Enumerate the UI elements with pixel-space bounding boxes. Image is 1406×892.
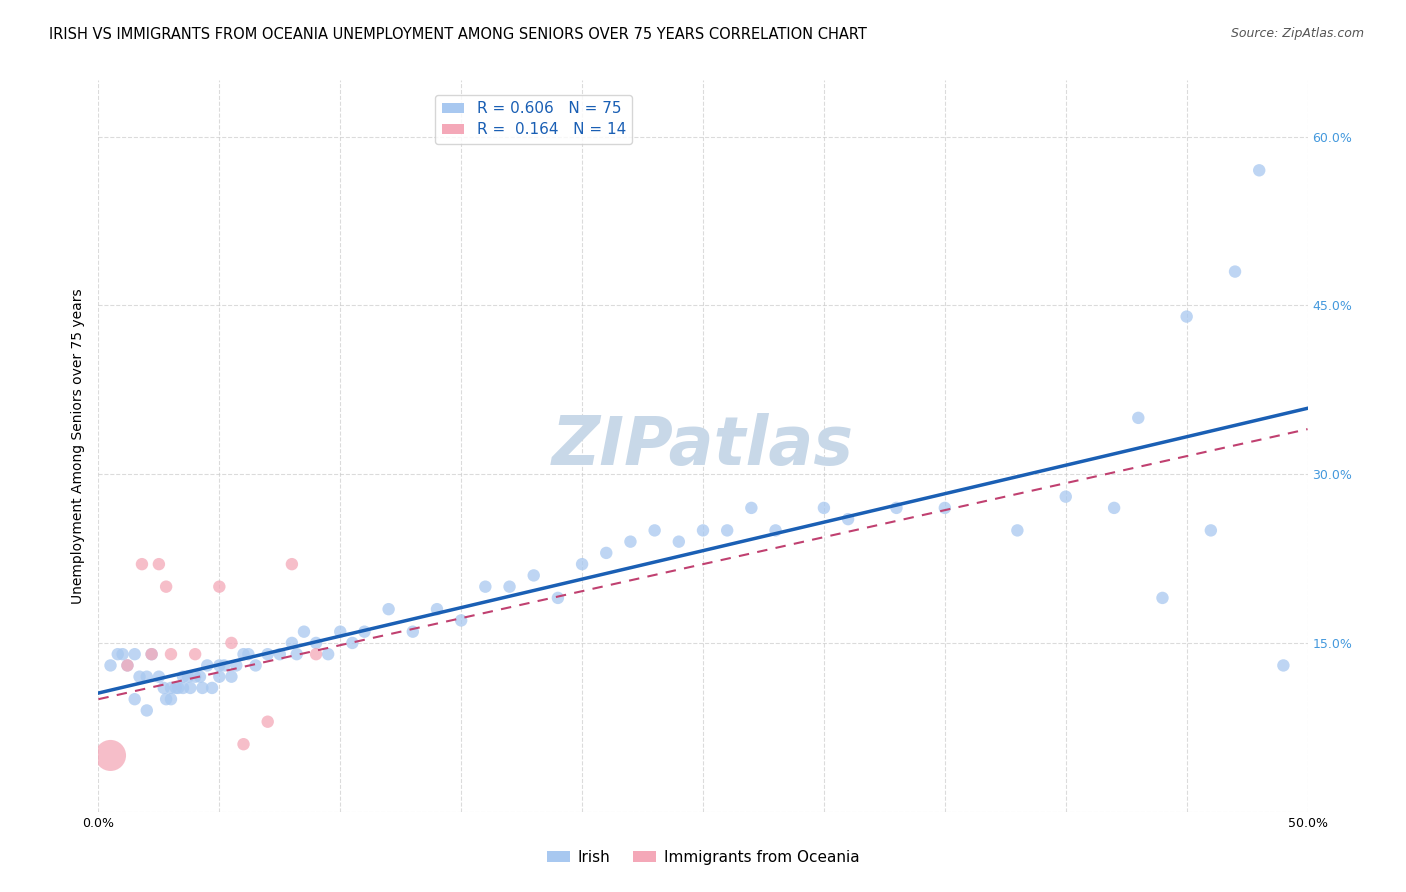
Point: [201, 681, 224, 695]
Point: [208, 670, 231, 684]
Point: [172, 670, 194, 684]
Point: [281, 636, 304, 650]
Point: [285, 647, 308, 661]
Point: [208, 658, 231, 673]
Point: [232, 647, 254, 661]
Point: [1152, 591, 1174, 605]
Point: [135, 670, 157, 684]
Point: [426, 602, 449, 616]
Point: [188, 670, 211, 684]
Point: [281, 557, 304, 571]
Point: [402, 624, 425, 639]
Point: [184, 670, 207, 684]
Point: [100, 748, 122, 763]
Point: [172, 681, 194, 695]
Point: [155, 692, 177, 706]
Legend: R = 0.606   N = 75, R =  0.164   N = 14: R = 0.606 N = 75, R = 0.164 N = 14: [436, 95, 633, 144]
Point: [135, 703, 157, 717]
Point: [813, 500, 835, 515]
Point: [571, 557, 593, 571]
Point: [716, 524, 738, 538]
Point: [111, 647, 134, 661]
Point: [195, 658, 218, 673]
Point: [1272, 658, 1295, 673]
Point: [160, 692, 183, 706]
Point: [342, 636, 364, 650]
Legend: Irish, Immigrants from Oceania: Irish, Immigrants from Oceania: [541, 844, 865, 871]
Point: [128, 670, 150, 684]
Point: [498, 580, 520, 594]
Point: [148, 670, 170, 684]
Point: [232, 737, 254, 751]
Point: [245, 658, 267, 673]
Point: [269, 647, 291, 661]
Point: [117, 658, 139, 673]
Point: [160, 681, 183, 695]
Point: [1007, 524, 1029, 538]
Point: [450, 614, 472, 628]
Point: [353, 624, 375, 639]
Point: [167, 681, 190, 695]
Point: [316, 647, 339, 661]
Point: [305, 647, 328, 661]
Point: [377, 602, 399, 616]
Point: [474, 580, 496, 594]
Y-axis label: Unemployment Among Seniors over 75 years: Unemployment Among Seniors over 75 years: [72, 288, 86, 604]
Point: [100, 658, 122, 673]
Point: [1223, 264, 1246, 278]
Point: [225, 658, 247, 673]
Point: [177, 670, 200, 684]
Text: Source: ZipAtlas.com: Source: ZipAtlas.com: [1230, 27, 1364, 40]
Point: [1054, 490, 1077, 504]
Point: [1199, 524, 1222, 538]
Point: [124, 692, 146, 706]
Point: [329, 624, 352, 639]
Point: [152, 681, 174, 695]
Point: [523, 568, 546, 582]
Point: [184, 647, 207, 661]
Text: ZIPatlas: ZIPatlas: [553, 413, 853, 479]
Point: [547, 591, 569, 605]
Point: [179, 681, 201, 695]
Point: [644, 524, 666, 538]
Point: [292, 624, 315, 639]
Point: [221, 636, 243, 650]
Point: [595, 546, 617, 560]
Point: [155, 580, 177, 594]
Point: [256, 714, 278, 729]
Point: [191, 681, 214, 695]
Point: [256, 647, 278, 661]
Point: [305, 636, 328, 650]
Point: [208, 580, 231, 594]
Point: [221, 670, 243, 684]
Point: [148, 557, 170, 571]
Point: [131, 557, 153, 571]
Point: [740, 500, 762, 515]
Point: [765, 524, 787, 538]
Point: [238, 647, 260, 661]
Point: [1128, 410, 1150, 425]
Point: [1102, 500, 1125, 515]
Point: [934, 500, 956, 515]
Text: IRISH VS IMMIGRANTS FROM OCEANIA UNEMPLOYMENT AMONG SENIORS OVER 75 YEARS CORREL: IRISH VS IMMIGRANTS FROM OCEANIA UNEMPLO…: [49, 27, 868, 42]
Point: [165, 681, 187, 695]
Point: [107, 647, 129, 661]
Point: [886, 500, 908, 515]
Point: [619, 534, 641, 549]
Point: [117, 658, 139, 673]
Point: [141, 647, 163, 661]
Point: [692, 524, 714, 538]
Point: [1175, 310, 1198, 324]
Point: [141, 647, 163, 661]
Point: [668, 534, 690, 549]
Point: [124, 647, 146, 661]
Point: [212, 658, 235, 673]
Point: [160, 647, 183, 661]
Point: [1249, 163, 1271, 178]
Point: [837, 512, 859, 526]
